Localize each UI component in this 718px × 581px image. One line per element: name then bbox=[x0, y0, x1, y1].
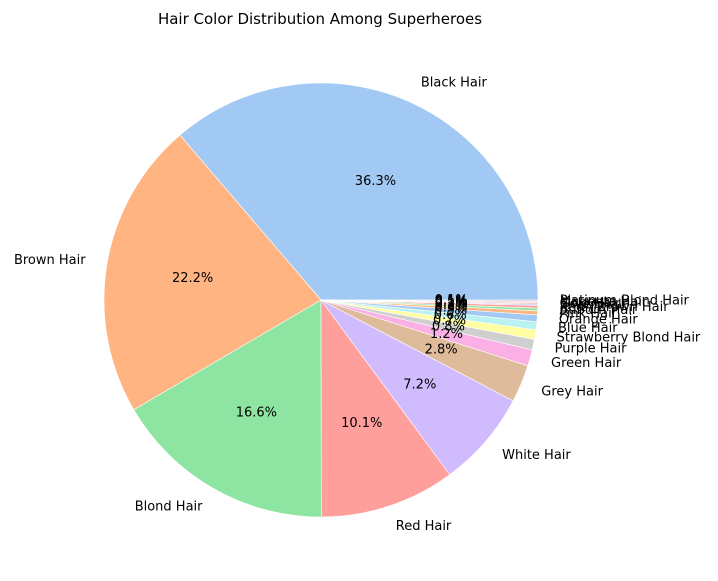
slice-label-strawberry-blond-hair: Strawberry Blond Hair bbox=[557, 331, 701, 346]
slice-percent-silver-hair: 0.1% bbox=[435, 295, 468, 310]
slice-percent-red-brown-hair: 0.2% bbox=[435, 297, 468, 312]
pie-slice-black-hair bbox=[179, 82, 539, 301]
slice-percent-green-hair: 1.2% bbox=[430, 327, 463, 342]
slice-percent-purple-hair: 0.8% bbox=[432, 319, 465, 334]
pie-slice-platinum-blond-hair bbox=[320, 299, 539, 302]
slice-label-gold-hair: Gold Hair bbox=[560, 296, 621, 311]
pie-slice-brown-hair bbox=[103, 134, 322, 411]
slice-label-orange-hair: Orange Hair bbox=[559, 313, 639, 328]
slice-percent-brown-hair: 22.2% bbox=[172, 271, 213, 286]
slice-percent-orange-hair: 0.5% bbox=[434, 304, 467, 319]
slice-percent-strawberry-blond-hair: 0.7% bbox=[433, 313, 466, 328]
pie-labels: Black Hair 36.3% Brown Hair 22.2% Blond Hair… bbox=[14, 76, 701, 535]
slice-percent-black-hair: 36.3% bbox=[355, 174, 396, 189]
slice-label-auburn-hair: Auburn Hair bbox=[559, 303, 637, 318]
pie-slices bbox=[103, 82, 539, 518]
slice-percent-white-hair: 7.2% bbox=[403, 377, 436, 392]
slice-label-silver-hair: Silver Hair bbox=[560, 298, 628, 313]
slice-label-blond-hair: Blond Hair bbox=[135, 500, 203, 515]
slice-label-white-hair: White Hair bbox=[502, 448, 571, 463]
slice-label-brown-hair: Brown Hair bbox=[14, 253, 86, 268]
slice-percent-red-hair: 10.1% bbox=[341, 416, 382, 431]
slice-percent-blond-hair: 16.6% bbox=[236, 406, 277, 421]
slice-label-pink-hair: Pink Hair bbox=[559, 307, 617, 322]
chart-title: Hair Color Distribution Among Superheroe… bbox=[158, 10, 482, 28]
slice-percent-gold-hair: 0.1% bbox=[435, 295, 468, 310]
slice-label-blue-hair: Blue Hair bbox=[558, 321, 618, 336]
slice-percent-grey-hair: 2.8% bbox=[425, 343, 458, 358]
slice-label-grey-hair: Grey Hair bbox=[541, 384, 603, 399]
slice-percent-auburn-hair: 0.2% bbox=[435, 298, 468, 313]
slice-label-magenta-hair: Magenta Hair bbox=[560, 295, 648, 310]
slice-percent-blue-hair: 0.6% bbox=[434, 308, 467, 323]
slice-label-purple-hair: Purple Hair bbox=[555, 342, 628, 357]
slice-percent-platinum-blond-hair: 0.1% bbox=[435, 293, 468, 308]
pie-slice-red-hair bbox=[320, 299, 451, 518]
slice-label-black-hair: Black Hair bbox=[421, 76, 488, 91]
slice-label-red-brown-hair: Red / Brown Hair bbox=[560, 300, 670, 315]
slice-label-green-hair: Green Hair bbox=[551, 356, 622, 371]
slice-label-red-hair: Red Hair bbox=[396, 519, 452, 534]
slice-percent-pink-hair: 0.3% bbox=[434, 300, 467, 315]
slice-label-platinum-blond-hair: Platinum Blond Hair bbox=[560, 293, 690, 308]
pie-slice-blond-hair bbox=[133, 299, 322, 518]
slice-percent-magenta-hair: 0.1% bbox=[435, 294, 468, 309]
